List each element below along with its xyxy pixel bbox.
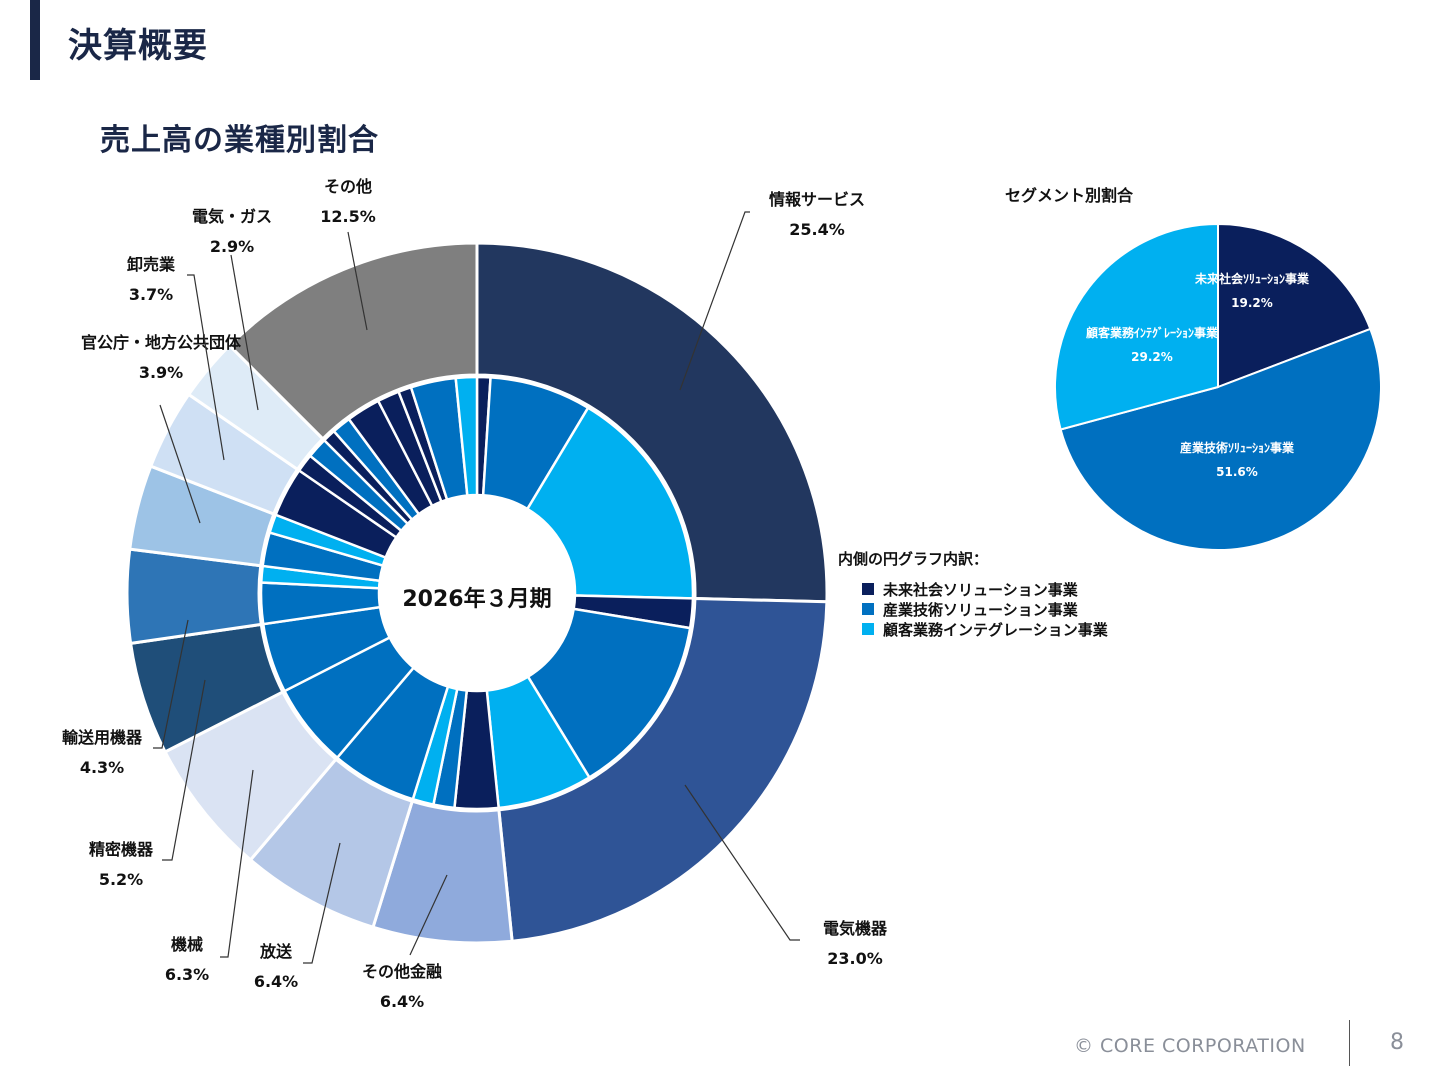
segment-pie-slice xyxy=(1217,222,1372,389)
page-number: 8 xyxy=(1390,1030,1404,1055)
segment-slice-value-label: 51.6% xyxy=(1216,465,1258,479)
legend-label: 顧客業務インテグレーション事業 xyxy=(883,620,1108,639)
footer-copyright: © CORE CORPORATION xyxy=(1074,1035,1306,1057)
segment-slice-value-label: 29.2% xyxy=(1131,350,1173,364)
leader-line xyxy=(153,619,189,749)
outer-slice-name-label: 電気機器 xyxy=(823,919,888,938)
inner-pie-legend: 内側の円グラフ内訳： 未来社会ソリューション事業 産業技術ソリューション事業 顧… xyxy=(838,548,1108,639)
legend-title: 内側の円グラフ内訳： xyxy=(838,550,989,568)
footer-divider xyxy=(1349,1020,1350,1066)
header-accent-bar xyxy=(30,0,40,80)
outer-ring-slice xyxy=(475,241,829,604)
legend-label: 未来社会ソリューション事業 xyxy=(883,580,1078,599)
outer-slice-value-label: 6.4% xyxy=(380,992,424,1011)
legend-item-sangyo: 産業技術ソリューション事業 xyxy=(862,599,1108,619)
leader-line xyxy=(220,769,254,958)
segment-slice-name-label: 顧客業務ｲﾝﾃｸﾞﾚｰｼｮﾝ事業 xyxy=(1086,325,1219,340)
outer-slice-value-label: 3.7% xyxy=(129,285,173,304)
legend-swatch xyxy=(862,583,874,595)
page-title: 決算概要 xyxy=(68,26,208,66)
chart-title: 売上高の業種別割合 xyxy=(100,123,379,158)
segment-slice-value-label: 19.2% xyxy=(1231,296,1273,310)
doughnut-center-label: 2026年３月期 xyxy=(402,586,551,612)
leader-line xyxy=(409,874,448,956)
outer-slice-name-label: 電気・ガス xyxy=(192,207,272,226)
leader-line xyxy=(684,784,800,941)
legend-label: 産業技術ソリューション事業 xyxy=(883,600,1078,619)
outer-slice-name-label: 情報サービス xyxy=(769,190,865,209)
leader-line xyxy=(162,679,206,861)
outer-ring-slice xyxy=(227,241,479,441)
outer-slice-name-label: 精密機器 xyxy=(89,840,154,859)
leader-line xyxy=(159,404,201,524)
legend-swatch xyxy=(862,603,874,615)
segment-pie-slice xyxy=(1054,222,1219,431)
outer-ring-slice xyxy=(497,596,829,943)
segment-slice-name-label: 未来社会ｿﾘｭｰｼｮﾝ事業 xyxy=(1194,271,1310,286)
outer-slice-value-label: 5.2% xyxy=(99,870,143,889)
outer-slice-value-label: 6.4% xyxy=(254,972,298,991)
outer-slice-name-label: その他金融 xyxy=(362,962,442,981)
outer-slice-name-label: 卸売業 xyxy=(127,255,176,274)
segment-chart-title: セグメント別割合 xyxy=(1005,186,1134,205)
leader-line xyxy=(303,842,341,964)
segment-pie-slice xyxy=(1059,327,1382,551)
outer-slice-value-label: 3.9% xyxy=(139,363,183,382)
leader-line xyxy=(679,211,750,391)
outer-slice-name-label: 官公庁・地方公共団体 xyxy=(81,333,242,352)
outer-slice-value-label: 12.5% xyxy=(320,207,376,226)
outer-slice-name-label: 機械 xyxy=(171,935,203,954)
leader-line xyxy=(187,274,225,461)
outer-slice-value-label: 4.3% xyxy=(80,758,124,777)
outer-slice-value-label: 23.0% xyxy=(827,949,883,968)
doughnut-hole xyxy=(379,495,575,691)
legend-swatch xyxy=(862,623,874,635)
leader-line xyxy=(230,254,259,411)
outer-slice-name-label: その他 xyxy=(324,177,372,196)
outer-slice-value-label: 6.3% xyxy=(165,965,209,984)
outer-slice-value-label: 2.9% xyxy=(210,237,254,256)
segment-slice-name-label: 産業技術ｿﾘｭｰｼｮﾝ事業 xyxy=(1180,440,1295,455)
outer-slice-name-label: 輸送用機器 xyxy=(62,728,143,747)
outer-slice-name-label: 放送 xyxy=(259,942,293,961)
leader-line xyxy=(347,231,368,331)
legend-item-kokyaku: 顧客業務インテグレーション事業 xyxy=(862,619,1108,639)
legend-item-mirai: 未来社会ソリューション事業 xyxy=(862,579,1108,599)
outer-slice-value-label: 25.4% xyxy=(789,220,845,239)
